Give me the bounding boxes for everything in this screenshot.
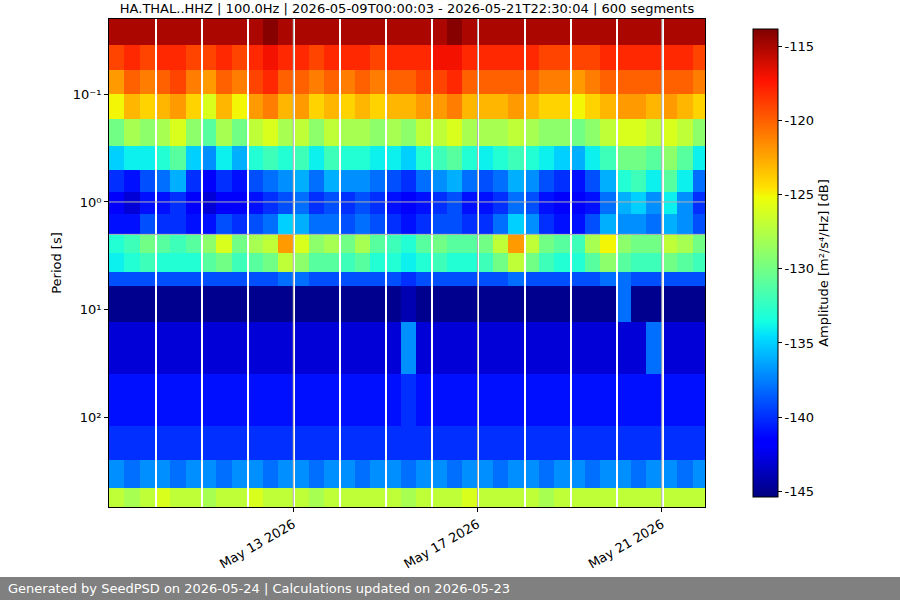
svg-text:May 17 2026: May 17 2026 xyxy=(401,516,482,571)
svg-text:Amplitude [m²/s⁴/Hz] [dB]: Amplitude [m²/s⁴/Hz] [dB] xyxy=(816,179,831,347)
svg-text:May 21 2026: May 21 2026 xyxy=(586,516,667,571)
svg-text:10¹: 10¹ xyxy=(80,302,102,317)
svg-text:HA.THAL..HHZ | 100.0Hz | 2026-: HA.THAL..HHZ | 100.0Hz | 2026-05-09T00:0… xyxy=(120,1,695,16)
svg-text:-145: -145 xyxy=(785,484,815,499)
svg-text:-120: -120 xyxy=(785,113,815,128)
svg-text:-115: -115 xyxy=(785,39,815,54)
svg-text:-140: -140 xyxy=(785,410,815,425)
svg-text:-130: -130 xyxy=(785,261,815,276)
svg-text:10⁻¹: 10⁻¹ xyxy=(73,87,102,102)
svg-text:-135: -135 xyxy=(785,336,815,351)
svg-text:10⁰: 10⁰ xyxy=(80,195,102,210)
html-text:Generated by SeedPSD on 2026-0: Generated by SeedPSD on 2026-05-24 | Cal… xyxy=(8,581,510,596)
svg-text:May 13 2026: May 13 2026 xyxy=(217,516,298,571)
svg-text:Period [s]: Period [s] xyxy=(49,232,64,294)
svg-text:-125: -125 xyxy=(785,187,815,202)
svg-text:10²: 10² xyxy=(80,410,102,425)
